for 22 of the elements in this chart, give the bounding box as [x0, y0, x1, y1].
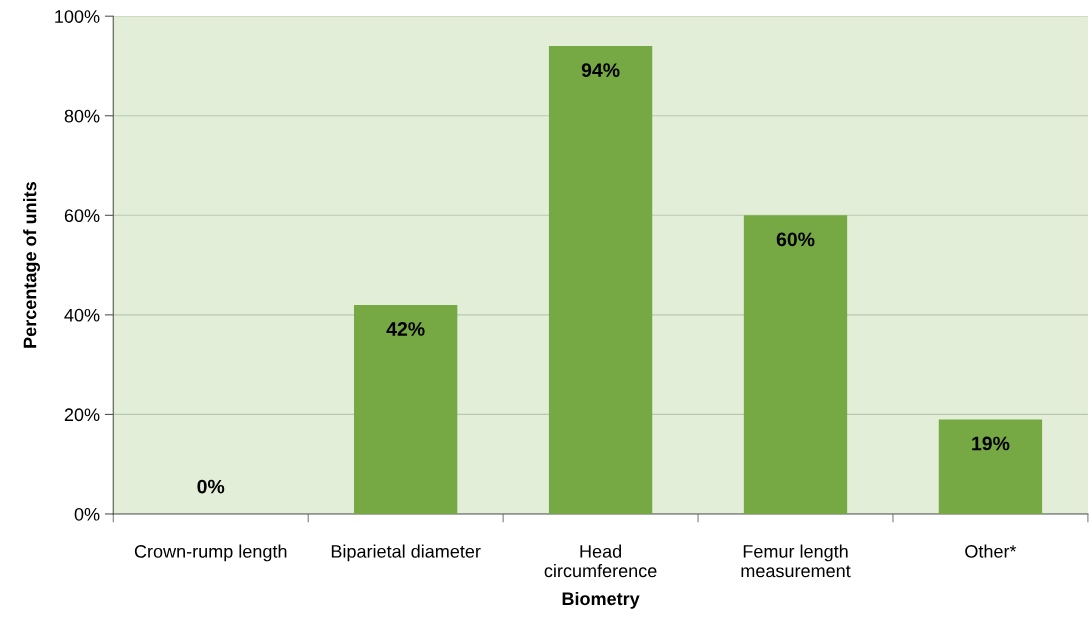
x-tick-label: Crown-rump length [134, 544, 287, 562]
bar [548, 46, 653, 514]
x-tick-label: Femur length measurement [741, 544, 851, 578]
x-tick-label: Biparietal diameter [331, 544, 481, 562]
data-label: 19% [972, 436, 1010, 451]
bar [743, 215, 848, 514]
y-axis-title: Percentage of units [23, 182, 40, 348]
bar [938, 419, 1043, 514]
data-label: 94% [581, 63, 620, 78]
data-label: 42% [386, 322, 425, 336]
y-tick-label: 80% [64, 109, 100, 123]
y-tick-label: 40% [64, 308, 100, 322]
bar [354, 304, 458, 514]
data-label: 60% [776, 232, 815, 247]
y-tick-label: 0% [74, 507, 100, 521]
x-axis-title: Biometry [562, 591, 640, 609]
data-label: 0% [197, 479, 225, 494]
y-tick-label: 100% [55, 10, 100, 23]
x-tick-label: Other* [965, 544, 1017, 558]
y-tick-label: 60% [64, 209, 100, 223]
x-tick-label: Head circumference [544, 544, 657, 578]
y-tick-label: 20% [64, 408, 100, 422]
